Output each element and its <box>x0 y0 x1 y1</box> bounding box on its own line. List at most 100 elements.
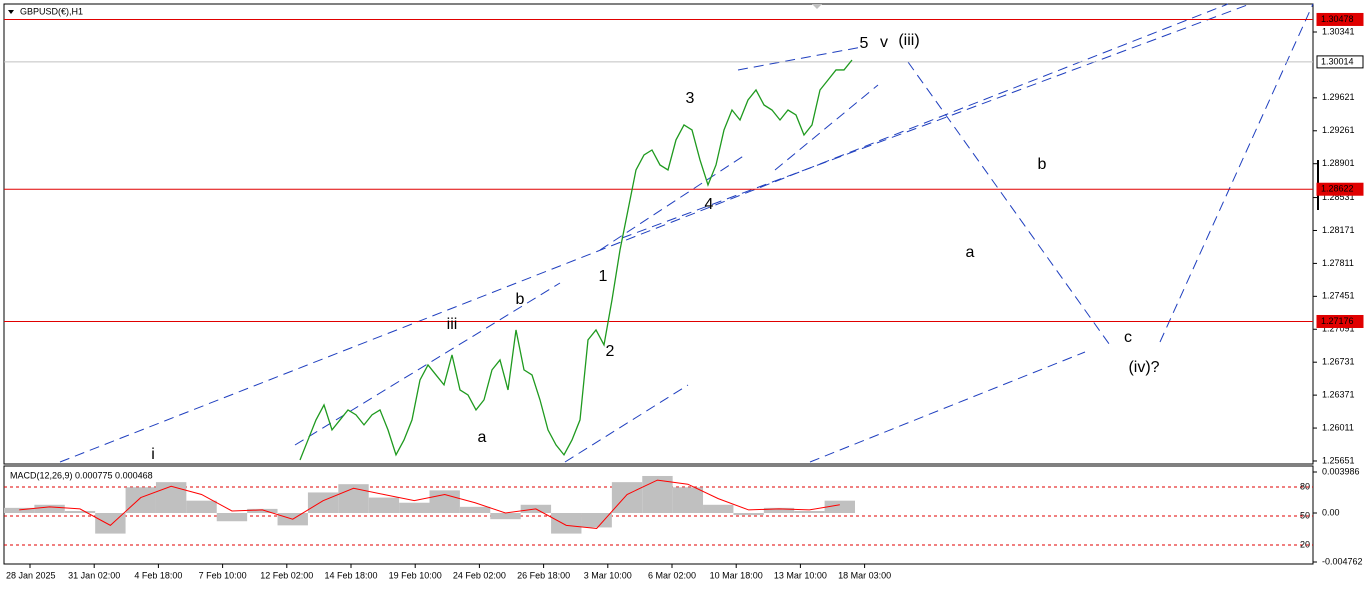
macd-bar <box>368 497 400 514</box>
y-tick-label: 1.27091 <box>1322 324 1355 334</box>
macd-bar <box>155 482 187 514</box>
x-tick-label: 13 Mar 10:00 <box>774 570 827 580</box>
y-tick-label: 1.27451 <box>1322 291 1355 301</box>
y-tick-label: 1.29261 <box>1322 125 1355 135</box>
x-tick-label: 28 Jan 2025 <box>6 570 56 580</box>
y-tick-label: -0.004762 <box>1322 556 1363 566</box>
x-tick-label: 6 Mar 02:00 <box>648 570 696 580</box>
level-label: 80 <box>1300 481 1310 491</box>
macd-bar <box>642 475 673 514</box>
level-label-box <box>1316 55 1364 69</box>
menu-arrow <box>8 10 14 14</box>
trend-line <box>564 384 689 463</box>
wave-label: 5 <box>860 35 869 52</box>
macd-bar <box>490 513 521 520</box>
wave-label: c <box>1124 329 1132 346</box>
x-tick-label: 3 Mar 10:00 <box>584 570 632 580</box>
level-label: 50 <box>1300 510 1310 520</box>
level-label: 1.28622 <box>1321 184 1354 194</box>
y-tick-label: 1.26011 <box>1322 422 1354 432</box>
macd-bar <box>581 513 612 528</box>
y-tick-label: 1.28531 <box>1322 192 1355 202</box>
y-tick-label: 1.28901 <box>1322 158 1355 168</box>
macd-bar <box>733 513 764 516</box>
wave-label: 2 <box>606 343 615 360</box>
level-label: 1.27176 <box>1321 316 1354 326</box>
macd-bar <box>794 510 825 514</box>
wave-label: i <box>151 446 155 463</box>
x-tick-label: 12 Feb 02:00 <box>260 570 313 580</box>
macd-bar <box>4 507 35 514</box>
trend-line <box>809 351 1086 463</box>
x-tick-label: 31 Jan 02:00 <box>68 570 120 580</box>
price-line <box>299 59 853 461</box>
macd-bar <box>34 504 65 514</box>
macd-bar <box>186 500 217 514</box>
trend-lines <box>59 3 1314 463</box>
wave-label: (iv)? <box>1128 359 1159 376</box>
y-tick-label: 1.29621 <box>1322 92 1355 102</box>
wave-label: v <box>880 34 888 51</box>
x-tick-label: 24 Feb 02:00 <box>453 570 506 580</box>
level-label: 1.30014 <box>1321 56 1354 66</box>
trend-line <box>774 84 879 171</box>
macd-bar <box>459 506 491 514</box>
macd-bar <box>429 490 460 514</box>
macd-pane <box>3 465 1314 565</box>
macd-bar <box>125 487 156 514</box>
level-label: 20 <box>1300 539 1310 549</box>
y-tick-label: 1.25651 <box>1322 455 1355 465</box>
trend-line <box>737 46 863 71</box>
macd-bar <box>672 487 704 514</box>
x-tick-label: 14 Feb 18:00 <box>324 570 377 580</box>
projection-line <box>907 61 1113 349</box>
y-tick-label: 0.00 <box>1322 507 1340 517</box>
projection-line <box>1159 3 1314 343</box>
wave-label: (iii) <box>898 32 919 49</box>
wave-label: iii <box>447 316 458 333</box>
y-tick-label: 0.003986 <box>1322 466 1360 476</box>
macd-bar <box>824 500 855 514</box>
trend-line <box>294 282 561 446</box>
macd-bar <box>247 508 278 514</box>
macd-bar <box>611 482 643 514</box>
level-label-box <box>1316 182 1364 196</box>
macd-bar <box>703 504 734 514</box>
wave-label: a <box>478 429 487 446</box>
x-tick-label: 4 Feb 18:00 <box>134 570 182 580</box>
level-label-box <box>1316 314 1364 328</box>
wave-label: b <box>1038 156 1047 173</box>
price-pane <box>3 3 1314 465</box>
macd-bar <box>763 507 795 514</box>
wave-label: a <box>966 244 975 261</box>
macd-bar <box>338 484 369 514</box>
x-tick-label: 10 Mar 18:00 <box>710 570 763 580</box>
shift-marker <box>812 4 822 9</box>
trend-line <box>599 154 746 251</box>
wave-label: b <box>516 291 525 308</box>
y-tick-label: 1.30341 <box>1322 26 1355 36</box>
y-tick-label: 1.28171 <box>1322 225 1355 235</box>
x-tick-label: 7 Feb 10:00 <box>199 570 247 580</box>
x-tick-label: 18 Mar 03:00 <box>838 570 891 580</box>
macd-bar <box>399 502 430 514</box>
level-label-box <box>1316 12 1364 26</box>
wave-label: 4 <box>705 196 714 213</box>
level-label: 1.30478 <box>1321 14 1354 24</box>
x-tick-label: 19 Feb 10:00 <box>389 570 442 580</box>
wave-label: 1 <box>599 268 608 285</box>
signal-line <box>19 479 840 529</box>
y-tick-label: 1.26731 <box>1322 357 1355 367</box>
macd-bar <box>551 513 582 534</box>
wave-label: 3 <box>686 90 695 107</box>
chart-title: GBPUSD(€),H1 <box>20 6 83 16</box>
macd-bar <box>216 513 248 522</box>
x-tick-label: 26 Feb 18:00 <box>517 570 570 580</box>
y-tick-label: 1.26371 <box>1322 389 1355 399</box>
macd-bar <box>307 492 339 514</box>
trend-line <box>59 3 1229 463</box>
macd-bar <box>64 510 96 514</box>
macd-title: MACD(12,26,9) 0.000775 0.000468 <box>10 470 153 480</box>
y-tick-label: 1.27811 <box>1322 258 1354 268</box>
